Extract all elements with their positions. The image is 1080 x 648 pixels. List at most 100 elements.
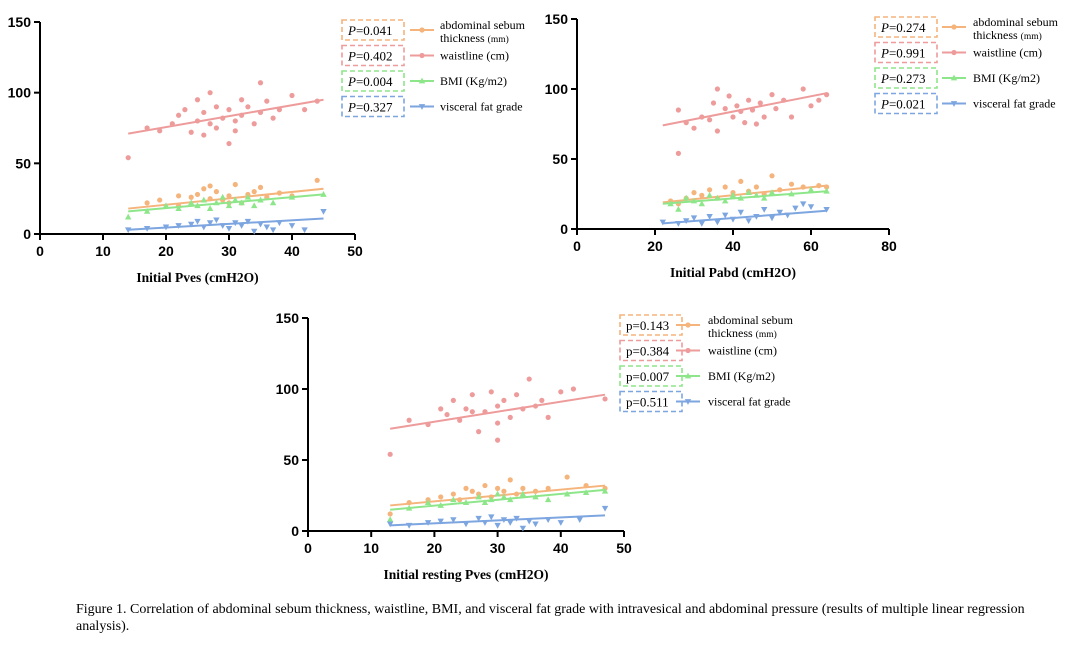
data-point	[269, 199, 277, 206]
legend: P=0.274 abdominal sebum thickness (mm) P=0.…	[874, 15, 1059, 115]
x-axis-title: Initial resting Pves (cmH2O)	[383, 567, 548, 582]
data-point	[462, 499, 470, 505]
data-point	[520, 406, 526, 412]
data-point	[232, 220, 239, 227]
data-point	[824, 184, 830, 190]
data-point	[244, 218, 252, 225]
data-point	[257, 221, 264, 228]
x-tick-label: 40	[284, 243, 300, 259]
data-point	[450, 397, 456, 403]
legend: P=0.041 abdominal sebum thickness (mm) P=0.…	[341, 18, 526, 118]
legend-label: visceral fat grade	[708, 395, 791, 409]
data-point	[582, 489, 590, 496]
data-point	[162, 202, 170, 209]
data-point	[495, 420, 501, 426]
data-point	[722, 106, 728, 112]
legend-p-box	[341, 95, 405, 118]
legend-marker	[951, 24, 957, 30]
y-tick-label: 0	[23, 226, 31, 242]
y-tick-label: 150	[276, 310, 300, 326]
legend-p-value: p=0.007	[626, 369, 670, 384]
data-point	[513, 515, 520, 522]
data-point	[213, 125, 219, 131]
data-point	[176, 193, 182, 199]
data-point	[544, 517, 552, 524]
data-point	[519, 525, 527, 532]
data-point	[320, 191, 327, 197]
series-bmi	[125, 191, 327, 220]
legend-p-box	[874, 67, 938, 89]
data-point	[532, 403, 539, 409]
legend-label: abdominal sebum thickness (mm)	[708, 313, 794, 340]
data-point	[288, 223, 296, 229]
data-point	[816, 183, 822, 189]
data-point	[532, 521, 539, 528]
data-point	[714, 219, 721, 226]
data-point	[729, 216, 737, 223]
data-point	[232, 196, 239, 203]
data-point	[144, 200, 150, 206]
data-point	[219, 193, 226, 200]
x-tick-label: 40	[553, 540, 569, 556]
data-point	[714, 128, 721, 134]
data-point	[270, 115, 276, 121]
data-point	[437, 502, 444, 508]
y-tick-label: 100	[545, 81, 569, 97]
x-tick-label: 20	[647, 238, 663, 254]
data-point	[482, 409, 488, 415]
data-point	[707, 117, 713, 123]
data-point	[800, 201, 807, 208]
data-point	[476, 429, 482, 435]
data-point	[232, 128, 238, 134]
series-bmi	[662, 186, 830, 212]
data-point	[201, 109, 207, 116]
data-point	[257, 109, 264, 116]
data-point	[753, 192, 760, 198]
data-point	[507, 496, 514, 503]
data-point	[437, 518, 444, 525]
data-point	[738, 178, 744, 184]
data-point	[816, 97, 822, 103]
data-point	[244, 193, 252, 200]
chart-panel-3: 0 50 100 150 0 10 20 30 40 50 Initial resting Pves…	[276, 310, 794, 582]
legend-label: abdominal sebum thickness (mm)	[440, 18, 526, 45]
data-point	[707, 187, 713, 193]
data-point	[457, 417, 463, 423]
x-tick-label: 60	[803, 238, 819, 254]
data-point	[276, 190, 282, 196]
data-point	[200, 224, 207, 231]
data-point	[207, 90, 213, 96]
data-point	[539, 397, 545, 403]
legend-label: abdominal sebum thickness (mm)	[973, 15, 1059, 42]
x-tick-label: 50	[347, 243, 363, 259]
data-point	[749, 107, 756, 113]
data-point	[488, 514, 495, 521]
data-point	[781, 97, 787, 103]
data-point	[425, 421, 431, 428]
x-tick-label: 80	[881, 238, 897, 254]
data-point	[675, 107, 682, 113]
regression-line	[128, 217, 324, 231]
data-point	[213, 104, 219, 110]
data-point	[144, 125, 150, 131]
data-point	[245, 104, 251, 110]
data-point	[207, 196, 213, 202]
y-tick-label: 100	[8, 85, 32, 101]
data-point	[500, 517, 508, 524]
legend: p=0.143 abdominal sebum thickness (mm) p=0.…	[619, 313, 794, 413]
data-point	[583, 482, 589, 489]
series-visceral	[659, 201, 830, 227]
data-point	[188, 221, 195, 228]
data-point	[706, 192, 713, 198]
legend-p-value: P=0.327	[347, 100, 393, 115]
legend-p-box	[874, 16, 938, 38]
data-point	[690, 197, 698, 204]
x-axis-title: Initial Pabd (cmH2O)	[670, 265, 796, 280]
data-point	[457, 497, 463, 503]
data-point	[823, 187, 830, 194]
data-point	[194, 191, 201, 198]
data-point	[768, 215, 776, 222]
data-point	[675, 150, 682, 156]
data-point	[188, 129, 194, 135]
data-point	[753, 184, 760, 190]
